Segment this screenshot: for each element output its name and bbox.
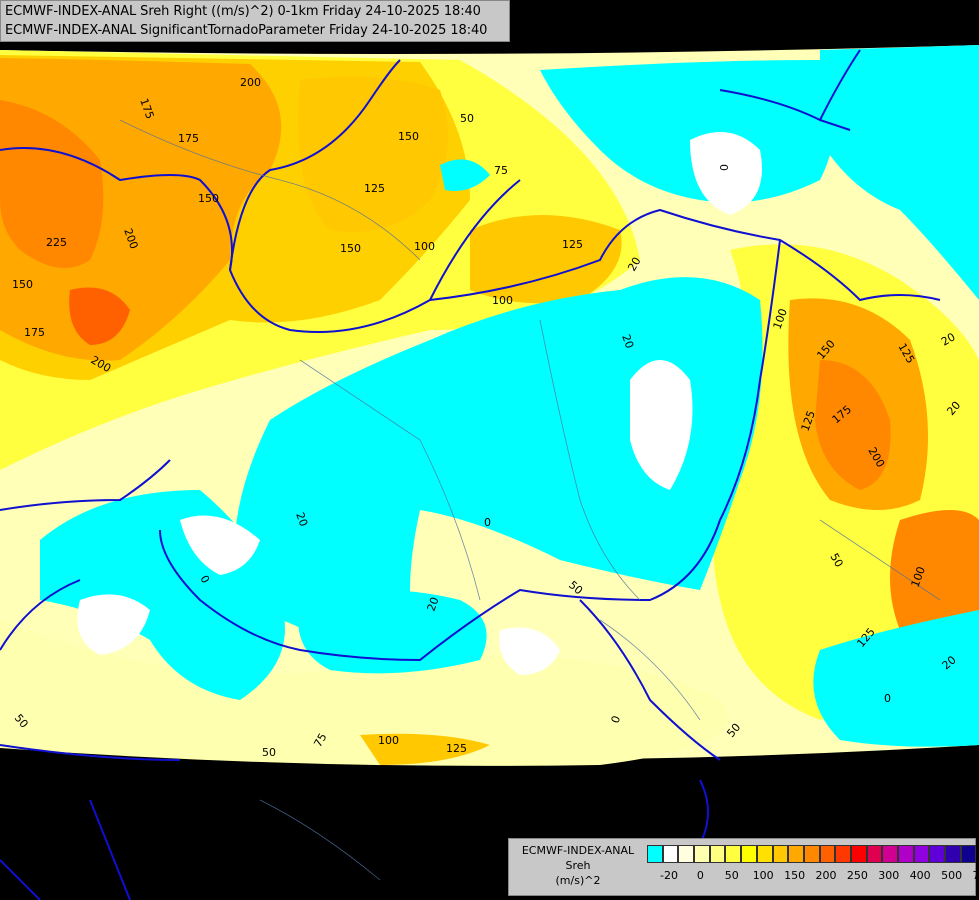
legend-swatch xyxy=(647,845,663,863)
contour-label: 75 xyxy=(494,164,508,177)
contour-label: 100 xyxy=(414,240,435,253)
legend-swatch xyxy=(709,845,726,863)
legend-swatch xyxy=(866,845,883,863)
legend-title-source: ECMWF-INDEX-ANAL xyxy=(521,844,635,857)
legend-swatch xyxy=(835,845,851,863)
legend-tick-label: 250 xyxy=(846,869,868,882)
zone-white-4 xyxy=(690,132,762,215)
legend-swatch xyxy=(725,845,742,863)
contour-label: 20 xyxy=(425,595,442,613)
contour-label: 200 xyxy=(240,76,261,89)
legend-tick-label: -20 xyxy=(660,869,678,882)
contour-label: 150 xyxy=(340,242,361,255)
contour-label: 50 xyxy=(262,746,276,759)
legend-tick-label: 700 xyxy=(972,869,979,882)
legend-tick-label: 500 xyxy=(941,869,963,882)
contour-label: 0 xyxy=(609,714,624,725)
zone-white-2 xyxy=(180,515,260,575)
contour-label: 125 xyxy=(446,742,467,755)
legend-tick-label: 400 xyxy=(909,869,931,882)
map-title-box: ECMWF-INDEX-ANAL Sreh Right ((m/s)^2) 0-… xyxy=(0,0,510,42)
legend-swatch xyxy=(929,845,946,863)
zone-white-3 xyxy=(77,594,150,655)
legend-title-variable: Sreh xyxy=(565,859,591,872)
legend-swatch xyxy=(945,845,961,863)
map-title-line-1: ECMWF-INDEX-ANAL Sreh Right ((m/s)^2) 0-… xyxy=(5,4,481,19)
legend-swatch xyxy=(819,845,836,863)
contour-label: 0 xyxy=(484,516,491,529)
legend-tick-label: 0 xyxy=(696,869,704,882)
zone-cyan-northeast xyxy=(820,45,979,300)
map-title-line-2: ECMWF-INDEX-ANAL SignificantTornadoParam… xyxy=(5,23,488,38)
color-legend: ECMWF-INDEX-ANAL Sreh (m/s)^2 -20 0 50 100 1… xyxy=(508,838,979,896)
contour-label: 125 xyxy=(364,182,385,195)
contour-label: 20 xyxy=(939,330,958,348)
contour-label: 225 xyxy=(46,236,67,249)
contour-label: 50 xyxy=(827,551,845,570)
legend-swatch xyxy=(803,845,820,863)
legend-swatch xyxy=(741,845,757,863)
zone-darkorange-east xyxy=(815,360,891,490)
legend-swatch xyxy=(662,845,679,863)
legend-swatches xyxy=(647,845,977,863)
zone-cyan-south xyxy=(298,590,487,674)
zone-white-1 xyxy=(630,360,693,490)
contour-label: 20 xyxy=(293,511,310,529)
contour-label: 0 xyxy=(884,692,891,705)
zone-gold-south xyxy=(360,733,490,765)
rivers xyxy=(119,119,941,881)
contour-label: 20 xyxy=(625,255,643,274)
zone-light-south xyxy=(0,620,728,766)
legend-tick-label: 300 xyxy=(878,869,900,882)
zone-white-5 xyxy=(499,627,560,675)
contour-label: 150 xyxy=(198,192,219,205)
legend-title-units: (m/s)^2 xyxy=(555,874,601,887)
contour-label: 150 xyxy=(12,278,33,291)
contour-label: 50 xyxy=(460,112,474,125)
contour-label: 0 xyxy=(717,164,730,171)
country-borders xyxy=(0,49,941,900)
legend-swatch xyxy=(960,845,977,863)
zone-gold-center xyxy=(298,76,448,233)
legend-swatch xyxy=(772,845,789,863)
zone-darkorange-west xyxy=(0,100,104,268)
legend-swatch xyxy=(898,845,914,863)
contour-label: 125 xyxy=(562,238,583,251)
contour-label: 175 xyxy=(178,132,199,145)
contour-label: 175 xyxy=(24,326,45,339)
zone-cyan-east xyxy=(813,610,979,747)
legend-swatch xyxy=(913,845,930,863)
legend-tick-label: 50 xyxy=(724,869,739,882)
legend-tick-label: 150 xyxy=(784,869,806,882)
legend-tick-label: 200 xyxy=(815,869,837,882)
legend-swatch xyxy=(756,845,773,863)
zone-orange-southeast xyxy=(890,510,979,638)
legend-swatch xyxy=(788,845,804,863)
zone-cyan-center xyxy=(234,277,763,650)
contour-label: 150 xyxy=(398,130,419,143)
contour-label: 20 xyxy=(619,333,636,351)
zone-red-west xyxy=(69,287,130,345)
legend-swatch xyxy=(882,845,898,863)
legend-tick-label: 100 xyxy=(752,869,774,882)
contour-label: 75 xyxy=(311,731,329,750)
zone-cyan-northcenter xyxy=(440,159,490,191)
contour-label: 100 xyxy=(378,734,399,747)
legend-swatch xyxy=(678,845,695,863)
zone-gold-centereast xyxy=(470,215,622,304)
legend-swatch xyxy=(694,845,710,863)
contour-label: 100 xyxy=(492,294,513,307)
legend-swatch xyxy=(850,845,867,863)
legend-ticks: -20 0 50 100 150 200 250 300 400 500 700 xyxy=(647,869,979,885)
